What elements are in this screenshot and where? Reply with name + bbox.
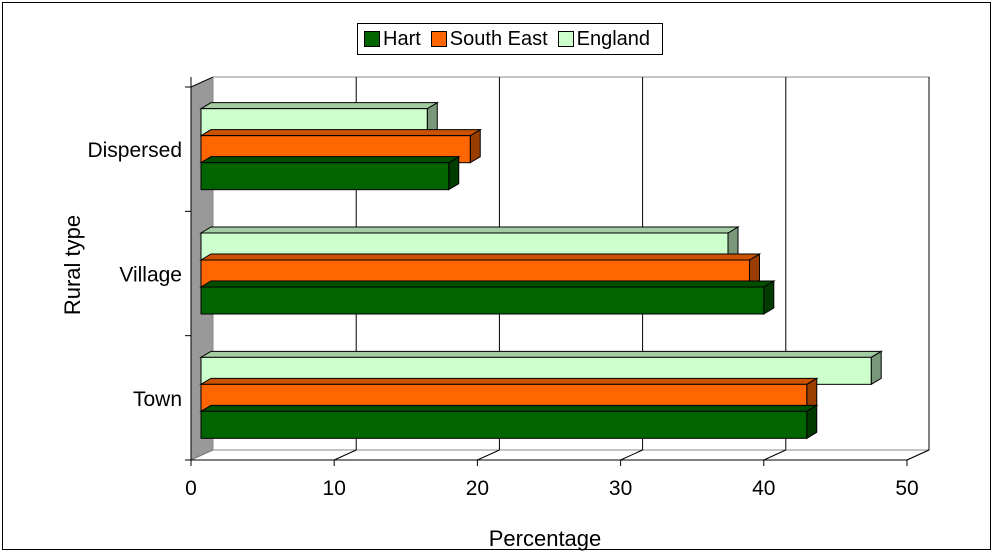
legend-swatch-south-east bbox=[430, 31, 447, 47]
bar-hart-town-cap bbox=[199, 404, 819, 412]
legend-label-england: England bbox=[576, 27, 651, 50]
legend-swatch-england bbox=[557, 31, 574, 47]
bar-hart-dispersed-cap bbox=[199, 156, 461, 164]
category-label-town: Town bbox=[133, 388, 182, 411]
legend: Hart South East England bbox=[357, 23, 664, 55]
floor-gridline-20 bbox=[477, 449, 500, 461]
bar-south-east-town-cap bbox=[199, 377, 819, 385]
floor-gridline-40 bbox=[763, 449, 787, 461]
x-tick-labels: 0 10 20 30 40 50 bbox=[185, 477, 919, 500]
floor-gridline-30 bbox=[620, 449, 643, 461]
legend-item-south-east: South East bbox=[430, 27, 548, 51]
x-tick-label-40: 40 bbox=[752, 477, 775, 500]
category-label-dispersed: Dispersed bbox=[87, 139, 182, 162]
legend-item-hart: Hart bbox=[364, 28, 421, 51]
bar-hart-dispersed bbox=[200, 162, 450, 191]
legend-label-hart: Hart bbox=[383, 27, 421, 50]
bar-hart-village bbox=[200, 286, 765, 315]
category-label-village: Village bbox=[119, 264, 182, 287]
x-tick-label-50: 50 bbox=[895, 477, 918, 500]
x-tick-label-0: 0 bbox=[185, 477, 197, 500]
x-tick-label-20: 20 bbox=[466, 477, 489, 500]
floor-gridline-50 bbox=[906, 449, 930, 461]
x-tick-label-10: 10 bbox=[323, 477, 346, 500]
bar-south-east-dispersed-cap bbox=[199, 129, 483, 137]
x-tick-label-30: 30 bbox=[609, 477, 632, 500]
bar-england-dispersed-cap bbox=[199, 102, 440, 110]
bar-england-town-cap bbox=[199, 350, 884, 358]
bar-hart-village-cap bbox=[199, 280, 776, 288]
category-labels: Town Village Dispersed bbox=[87, 139, 182, 411]
floor-gridline-10 bbox=[333, 449, 357, 461]
x-axis-label: Percentage bbox=[489, 526, 602, 551]
legend-swatch-hart bbox=[364, 31, 380, 47]
y-axis-label: Rural type bbox=[60, 215, 85, 315]
bars bbox=[199, 101, 884, 440]
floor bbox=[190, 449, 930, 461]
legend-item-england: England bbox=[557, 27, 651, 51]
axes bbox=[185, 77, 908, 466]
legend-label-south-east: South East bbox=[449, 27, 548, 50]
bar-hart-town bbox=[200, 410, 808, 439]
bar-england-village-cap bbox=[199, 226, 740, 234]
bar-south-east-village-cap bbox=[199, 253, 762, 261]
